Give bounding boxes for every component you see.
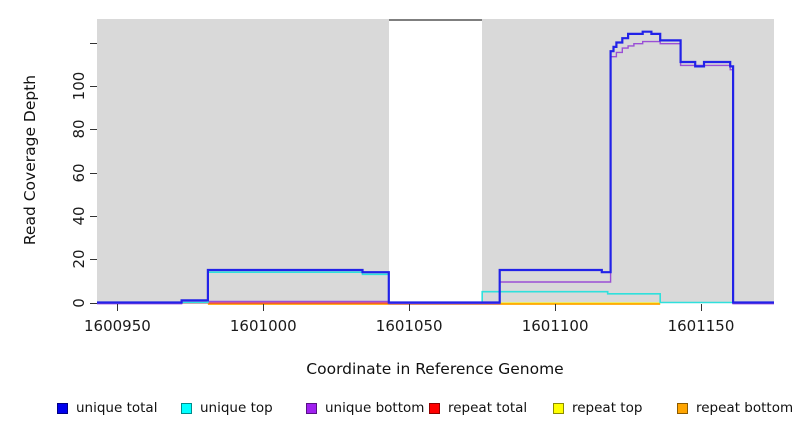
x-tick-label: 1601150 (667, 317, 735, 335)
x-tick (701, 304, 702, 311)
legend-label: repeat total (448, 400, 528, 416)
x-tick (117, 304, 119, 311)
legend-label: unique bottom (325, 400, 425, 416)
x-tick (409, 304, 411, 311)
y-tick (90, 215, 97, 217)
legend-label: unique total (76, 400, 158, 416)
legend-label: repeat top (572, 400, 643, 416)
legend-label: unique top (200, 400, 273, 416)
y-tick (90, 42, 97, 44)
x-tick-label: 1601000 (229, 317, 297, 335)
legend-swatch-repeat-bottom (677, 403, 688, 414)
y-tick (90, 85, 97, 87)
legend-swatch-unique-top (181, 403, 192, 414)
x-tick-label: 1601100 (521, 317, 589, 335)
x-tick (263, 304, 265, 311)
legend-swatch-unique-bottom (306, 403, 317, 414)
legend-swatch-repeat-top (553, 403, 564, 414)
legend-swatch-repeat-total (429, 403, 440, 414)
y-tick (90, 129, 97, 131)
legend-swatch-unique-total (57, 403, 68, 414)
legend-label: repeat bottom (696, 400, 792, 416)
y-tick (90, 259, 97, 261)
x-axis-title: Coordinate in Reference Genome (306, 360, 564, 378)
x-tick (555, 304, 557, 311)
y-tick (90, 172, 97, 174)
x-tick-label: 1601050 (375, 317, 443, 335)
y-tick (90, 302, 97, 304)
x-tick-label: 1600950 (83, 317, 151, 335)
